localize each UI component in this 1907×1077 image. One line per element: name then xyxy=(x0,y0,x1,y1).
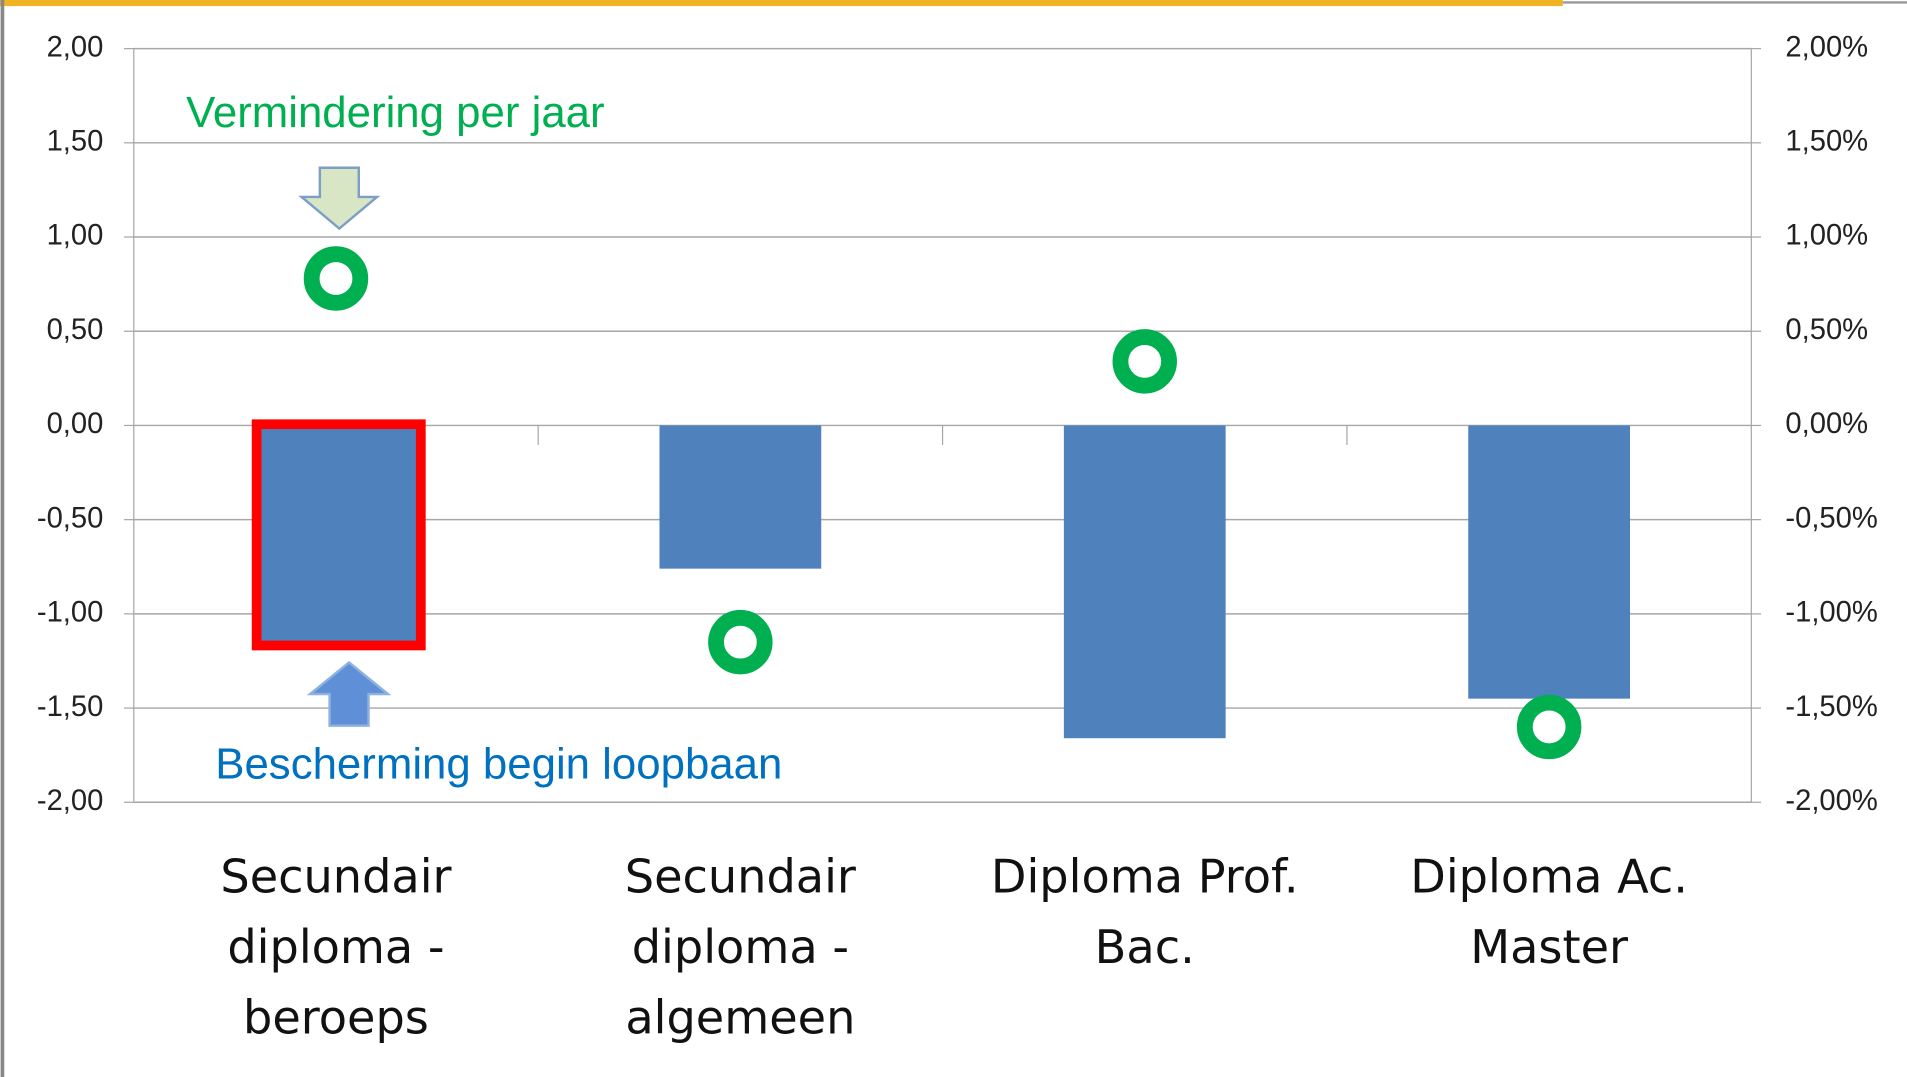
y-tick-label: 2,00 xyxy=(47,31,104,63)
y-tick-label: -2,00 xyxy=(37,785,104,817)
bar xyxy=(1063,425,1226,739)
marker xyxy=(1112,329,1177,394)
bar xyxy=(659,425,822,569)
x-tick-label: Master xyxy=(1470,920,1628,974)
x-tick-label: Bac. xyxy=(1095,920,1195,974)
y-tick-label: 0,00 xyxy=(47,408,104,440)
x-tick-label: Secundair xyxy=(220,850,451,904)
marker xyxy=(708,609,773,675)
annotation: Vermindering per jaar xyxy=(186,88,605,137)
y-tick-label: 1,50 xyxy=(47,126,104,158)
marks xyxy=(255,246,1631,760)
x-tick-label: diploma - xyxy=(227,920,444,974)
y-tick-label: 1,00 xyxy=(47,220,104,252)
y2-tick-label: 1,50% xyxy=(1785,126,1868,158)
y-tick-label: -1,00 xyxy=(37,597,104,629)
x-tick-label: algemeen xyxy=(625,991,855,1045)
y-tick-label: 0,50 xyxy=(47,314,104,346)
x-tick-label: Diploma Prof. xyxy=(991,850,1299,904)
y-tick-label: -1,50 xyxy=(37,691,104,723)
down-arrow xyxy=(298,166,381,231)
y2-tick-label: 0,50% xyxy=(1785,314,1868,346)
y2-tick-label: -2,00% xyxy=(1785,785,1877,817)
marker xyxy=(1516,694,1582,760)
y2-tick-label: -1,50% xyxy=(1785,691,1877,723)
x-tick-label: diploma - xyxy=(632,920,849,974)
up-arrow xyxy=(306,660,392,727)
y2-tick-label: 0,00% xyxy=(1785,408,1868,440)
bar xyxy=(255,425,417,643)
x-tick-label: beroeps xyxy=(243,991,429,1045)
marker xyxy=(303,246,369,311)
annotation: Bescherming begin loopbaan xyxy=(215,740,782,789)
y2-tick-label: -0,50% xyxy=(1785,502,1877,534)
bar xyxy=(1468,425,1631,699)
y2-tick-label: -1,00% xyxy=(1785,597,1877,629)
x-tick-label: Diploma Ac. xyxy=(1410,850,1688,904)
y2-tick-label: 2,00% xyxy=(1785,31,1868,63)
top-border xyxy=(0,0,1563,7)
y2-tick-label: 1,00% xyxy=(1785,220,1868,252)
y-tick-label: -0,50 xyxy=(37,502,104,534)
grid: -2,00 -1,50 -1,00 -0,50 0,00 0,50 1,00 1,50 2,00… xyxy=(37,31,1878,1044)
highlight-box xyxy=(251,419,426,651)
x-tick-label: Secundair xyxy=(625,850,856,904)
